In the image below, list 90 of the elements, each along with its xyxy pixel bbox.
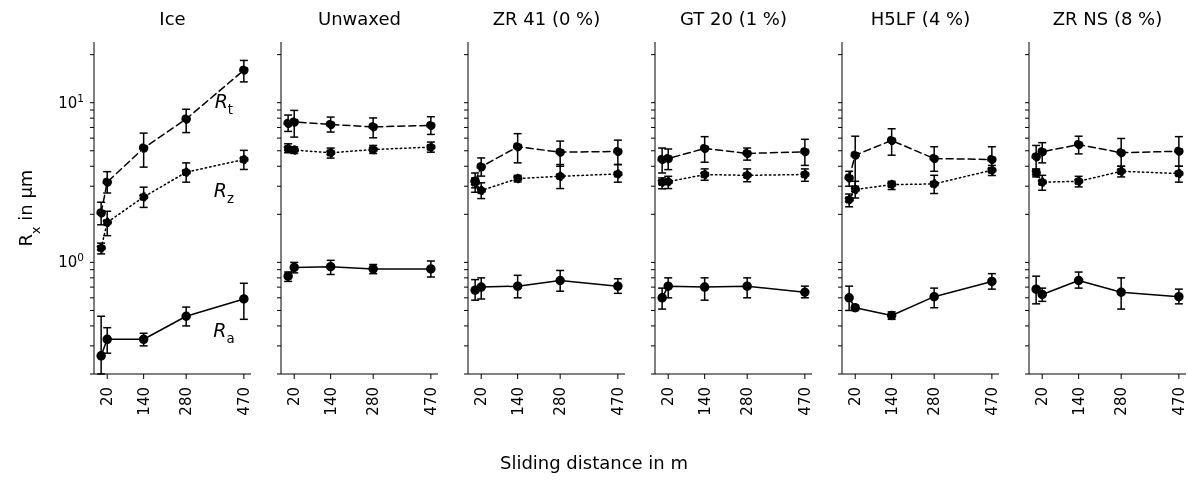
point [886, 135, 897, 146]
point [96, 351, 106, 361]
point [181, 114, 191, 124]
x-axis-title: Sliding distance in m [498, 452, 690, 473]
point [368, 122, 378, 132]
x-tick-label: 20 [659, 387, 678, 407]
point [844, 293, 854, 303]
point [742, 281, 752, 291]
point [987, 154, 997, 165]
x-tick-label: 280 [177, 387, 196, 416]
point [512, 281, 523, 291]
point [850, 150, 860, 160]
x-tick-label: 20 [846, 387, 865, 407]
point [844, 173, 854, 183]
point [426, 264, 436, 274]
x-tick-label: 20 [1033, 387, 1052, 407]
point [929, 179, 939, 189]
x-tick-label: 20 [472, 387, 491, 407]
point [929, 291, 939, 302]
point [138, 192, 149, 202]
point [181, 167, 191, 177]
y-tick-label: 10$^{0}$ [58, 251, 84, 272]
x-tick-label: 470 [1169, 387, 1188, 416]
series-label: R$_{t}$ [214, 89, 234, 117]
x-tick-label: 140 [508, 387, 527, 416]
x-tick-label: 280 [551, 387, 570, 416]
point [96, 208, 106, 218]
point [426, 120, 436, 131]
point [476, 162, 486, 172]
chart-title: Unwaxed [317, 8, 402, 29]
point [289, 117, 299, 127]
x-tick-label: 140 [134, 387, 153, 416]
chart-title: H5LF (4 %) [869, 8, 972, 29]
chart-title: ZR NS (8 %) [1051, 8, 1164, 29]
point [325, 261, 336, 272]
x-tick-label: 140 [321, 387, 340, 416]
point [1031, 284, 1041, 294]
point [1174, 168, 1184, 179]
x-tick-label: 280 [364, 387, 383, 416]
series-label: R$_{z}$ [213, 178, 234, 206]
chart-title: GT 20 (1 %) [679, 8, 788, 29]
point [102, 334, 112, 345]
point [613, 281, 623, 291]
point [181, 311, 191, 321]
point [699, 143, 710, 154]
point [1073, 139, 1084, 150]
point [987, 276, 997, 287]
y-tick-label: 10$^{1}$ [58, 91, 84, 112]
point [102, 177, 112, 187]
point [1116, 287, 1126, 298]
point [1031, 152, 1041, 162]
x-tick-label: 140 [695, 387, 714, 416]
x-tick-label: 280 [1112, 387, 1131, 416]
point [476, 185, 486, 196]
point [613, 169, 623, 179]
point [657, 293, 667, 303]
x-tick-label: 280 [738, 387, 757, 416]
x-tick-label: 280 [925, 387, 944, 416]
x-tick-label: 470 [795, 387, 814, 416]
chart-title: ZR 41 (0 %) [491, 8, 602, 29]
point [512, 141, 523, 152]
x-tick-label: 470 [234, 387, 253, 416]
chart-title: Ice [158, 8, 187, 29]
point [663, 281, 673, 291]
point [239, 65, 249, 75]
x-tick-label: 140 [882, 387, 901, 416]
point [555, 171, 565, 182]
point [1174, 146, 1184, 156]
point [555, 147, 565, 157]
point [1073, 275, 1084, 286]
point [239, 154, 249, 165]
point [929, 153, 939, 164]
x-tick-label: 20 [285, 387, 304, 407]
point [1116, 148, 1126, 158]
x-tick-label: 140 [1069, 387, 1088, 416]
point [1037, 147, 1047, 157]
point [555, 275, 565, 286]
point [663, 153, 673, 164]
x-tick-label: 470 [421, 387, 440, 416]
point [699, 282, 710, 292]
point [476, 282, 486, 292]
x-tick-label: 20 [98, 387, 117, 407]
point [239, 294, 249, 304]
x-tick-label: 470 [982, 387, 1001, 416]
series-label: R$_{a}$ [213, 318, 235, 346]
point [138, 143, 149, 153]
point [800, 147, 810, 157]
point [613, 146, 623, 157]
x-tick-label: 470 [608, 387, 627, 416]
point [102, 217, 112, 228]
